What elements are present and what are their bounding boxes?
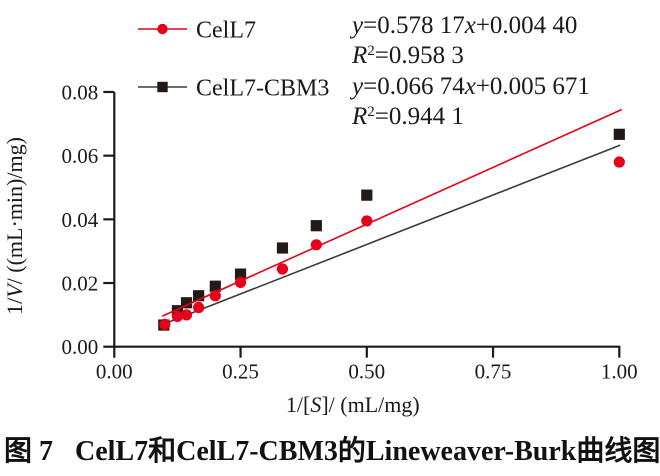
data-point (209, 290, 221, 302)
x-axis-title: 1/[S]/ (mL/mg) (286, 392, 420, 417)
data-point (234, 268, 247, 280)
y-tick-label: 0.00 (62, 335, 99, 359)
x-tick-label: 0.75 (475, 360, 512, 384)
y-tick-label: 0.04 (62, 208, 99, 232)
x-tick-label: 1.00 (601, 360, 638, 384)
data-point (310, 239, 322, 251)
legend-marker (157, 23, 168, 35)
legend-label: CelL7-CBM3 (196, 76, 329, 102)
axes: 0.00 0.02 0.04 0.06 0.08 0.00 0.25 0.50 0.75 1.00 (62, 80, 638, 383)
r-squared: R2=0.958 3 (351, 42, 464, 69)
series-cell7 (159, 108, 625, 331)
y-axis-title: 1/V/ ((mL·min)/mg) (2, 137, 27, 315)
data-point (193, 301, 205, 314)
data-point (180, 309, 193, 321)
fit-equation: y=0.578 17x+0.004 40 (349, 12, 577, 39)
data-point (193, 290, 205, 302)
legend: CelL7 CelL7-CBM3 (138, 18, 329, 102)
x-tick-label: 0.50 (348, 360, 385, 384)
equations: y=0.578 17x+0.004 40 R2=0.958 3 y=0.066 74… (349, 12, 590, 130)
x-tick-label: 0.00 (96, 360, 133, 384)
legend-marker (157, 81, 168, 93)
figure-caption: 图 7 CelL7和CelL7-CBM3的Lineweaver-Burk曲线图 (4, 435, 660, 469)
caption-number: 图 7 (4, 436, 54, 467)
r-squared: R2=0.944 1 (351, 103, 464, 130)
series-cell7-cbm3 (158, 128, 625, 331)
legend-label: CelL7 (196, 18, 256, 44)
data-point (180, 297, 193, 309)
data-point (613, 156, 625, 168)
data-point (171, 310, 184, 323)
y-tick-label: 0.08 (62, 80, 99, 104)
trend-line (158, 144, 621, 327)
lineweaver-burk-chart: 0.00 0.02 0.04 0.06 0.08 0.00 0.25 0.50 0.75 1.00… (2, 12, 638, 417)
y-tick-label: 0.06 (62, 144, 99, 168)
data-point (234, 276, 247, 288)
y-tick-label: 0.02 (62, 272, 99, 296)
data-point (613, 128, 625, 140)
fit-equation: y=0.066 74x+0.005 671 (349, 73, 590, 100)
caption-title: CelL7和CelL7-CBM3的Lineweaver-Burk曲线图 (75, 436, 660, 467)
data-point (171, 305, 184, 317)
trend-line (161, 108, 623, 317)
data-point (159, 318, 171, 331)
data-point (209, 280, 221, 292)
data-point (276, 242, 289, 254)
data-point (310, 220, 322, 232)
data-point (276, 263, 289, 275)
data-point (361, 189, 373, 201)
x-tick-label: 0.25 (222, 360, 259, 384)
data-point (361, 215, 373, 227)
